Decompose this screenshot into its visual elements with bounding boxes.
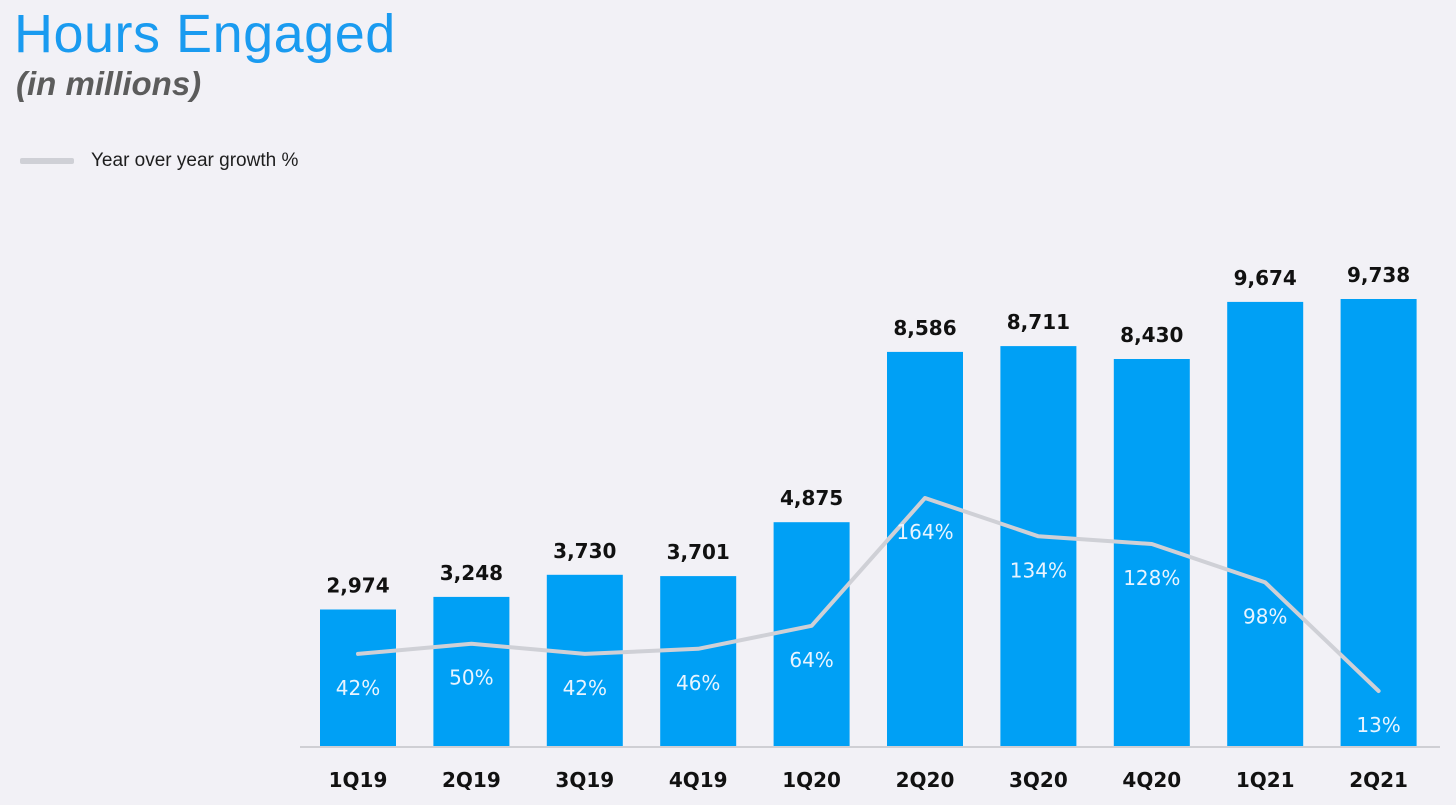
- growth-label-1Q20: 64%: [789, 648, 833, 672]
- category-label-1Q20: 1Q20: [782, 768, 841, 792]
- growth-line-layer: [356, 496, 1381, 693]
- growth-label-4Q20: 128%: [1123, 566, 1180, 590]
- category-label-3Q19: 3Q19: [555, 768, 614, 792]
- chart-title: Hours Engaged: [14, 4, 396, 64]
- value-label-3Q19: 3,730: [553, 539, 616, 563]
- growth-label-2Q19: 50%: [449, 666, 493, 690]
- category-label-4Q19: 4Q19: [669, 768, 728, 792]
- bar-1Q19: [320, 609, 396, 746]
- category-label-3Q20: 3Q20: [1009, 768, 1068, 792]
- bars-layer: [320, 299, 1417, 746]
- growth-label-4Q19: 46%: [676, 671, 720, 695]
- value-label-4Q20: 8,430: [1120, 323, 1183, 347]
- growth-label-3Q20: 134%: [1010, 558, 1067, 582]
- category-label-4Q20: 4Q20: [1122, 768, 1181, 792]
- bar-2Q20: [887, 351, 963, 746]
- growth-label-3Q19: 42%: [563, 676, 607, 700]
- labels-layer: 2,974 42% 1Q19 3,248 50% 2Q19 3,730 42% 3Q19 3,70…: [326, 263, 1410, 792]
- value-label-1Q21: 9,674: [1234, 266, 1297, 290]
- chart-subtitle: (in millions): [16, 65, 202, 102]
- category-label-2Q21: 2Q21: [1349, 768, 1408, 792]
- value-label-1Q20: 4,875: [780, 486, 843, 510]
- category-label-1Q19: 1Q19: [329, 768, 388, 792]
- value-label-1Q19: 2,974: [326, 574, 389, 598]
- bar-4Q19: [660, 576, 737, 746]
- bar-2Q19: [433, 596, 510, 746]
- value-label-2Q19: 3,248: [440, 561, 503, 585]
- value-label-2Q20: 8,586: [893, 316, 956, 340]
- category-label-2Q20: 2Q20: [896, 768, 955, 792]
- value-label-2Q21: 9,738: [1347, 263, 1410, 287]
- bar-3Q19: [546, 574, 623, 746]
- legend-swatch-growth: [20, 158, 74, 164]
- legend: Year over year growth %: [20, 148, 298, 174]
- value-label-4Q19: 3,701: [667, 540, 730, 564]
- bar-1Q21: [1227, 301, 1304, 746]
- value-label-3Q20: 8,711: [1007, 310, 1070, 334]
- category-label-2Q19: 2Q19: [442, 768, 501, 792]
- growth-label-1Q19: 42%: [336, 676, 380, 700]
- growth-label-2Q20: 164%: [896, 520, 953, 544]
- bar-1Q20: [773, 522, 850, 746]
- growth-label-2Q21: 13%: [1356, 713, 1400, 737]
- legend-label-growth: Year over year growth %: [91, 150, 299, 171]
- bar-3Q20: [1000, 346, 1077, 746]
- growth-label-1Q21: 98%: [1243, 604, 1287, 628]
- growth-line: [356, 496, 1381, 693]
- category-label-1Q21: 1Q21: [1236, 768, 1295, 792]
- bar-2Q21: [1340, 299, 1417, 746]
